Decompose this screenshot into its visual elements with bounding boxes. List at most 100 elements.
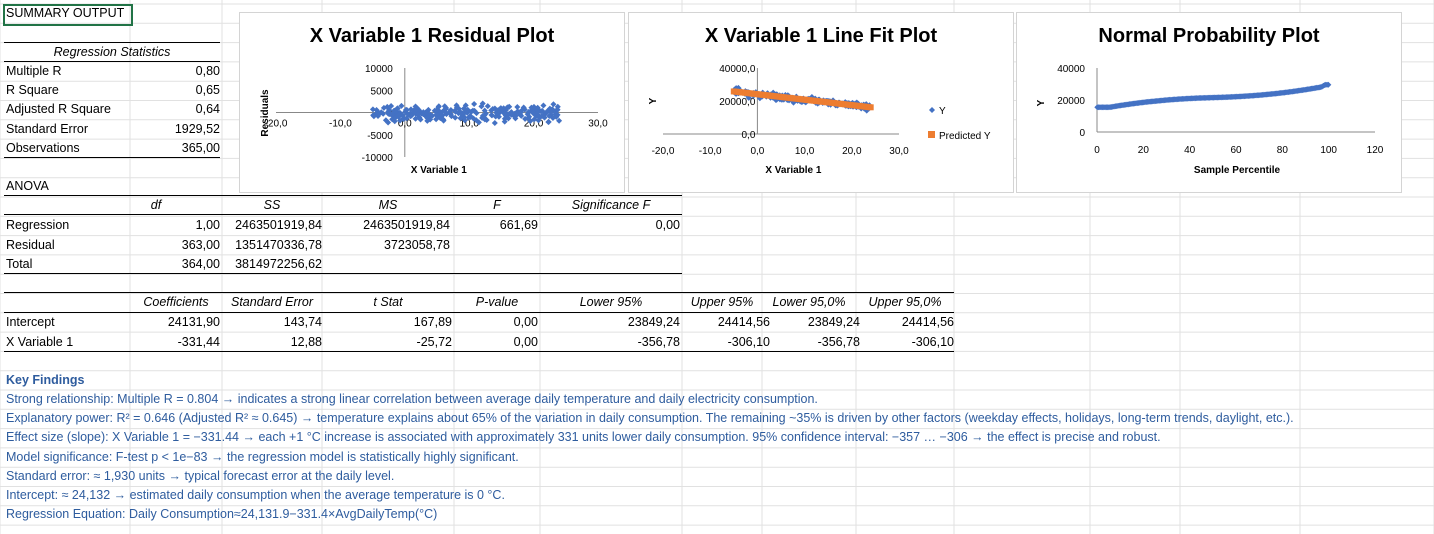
- x-tick-label: 20: [1138, 145, 1150, 156]
- anova-cell[interactable]: 2463501919,84: [363, 218, 450, 232]
- finding-line[interactable]: Explanatory power: R² = 0.646 (Adjusted …: [6, 411, 1294, 426]
- coef-cell[interactable]: 24131,90: [167, 315, 220, 329]
- anova-header-border: [4, 214, 682, 215]
- residual-point: [415, 111, 422, 118]
- residual-plot-title: X Variable 1 Residual Plot: [309, 25, 555, 47]
- coef-cell[interactable]: 167,89: [413, 315, 452, 329]
- coef-cell[interactable]: 23849,24: [807, 315, 860, 329]
- residual-point: [457, 115, 464, 122]
- regstats-header[interactable]: Regression Statistics: [53, 45, 171, 59]
- residual-point: [550, 101, 557, 108]
- coef-header[interactable]: Lower 95%: [579, 295, 643, 309]
- regstat-value[interactable]: 0,65: [195, 83, 220, 98]
- coef-cell[interactable]: 24414,56: [717, 315, 770, 329]
- line-fit-plot-chart[interactable]: X Variable 1 Line Fit Plot 40000,0 20000,…: [628, 12, 1014, 193]
- coef-cell[interactable]: -306,10: [911, 334, 954, 349]
- coef-cell[interactable]: -356,78: [817, 334, 860, 349]
- coef-header[interactable]: t Stat: [373, 295, 403, 309]
- coef-header[interactable]: Standard Error: [231, 295, 313, 309]
- anova-cell[interactable]: 1351470336,78: [235, 237, 322, 252]
- anova-cell[interactable]: 364,00: [181, 257, 220, 271]
- anova-cell[interactable]: 661,69: [499, 218, 538, 232]
- residual-point: [479, 100, 486, 107]
- coef-cell[interactable]: -25,72: [416, 334, 452, 349]
- coef-header[interactable]: Coefficients: [143, 295, 209, 309]
- coef-cell[interactable]: 12,88: [290, 334, 322, 349]
- x-tick-label: 20,0: [524, 119, 544, 130]
- x-tick-label: 40: [1184, 145, 1196, 156]
- anova-cell[interactable]: 3814972256,62: [235, 257, 322, 271]
- residual-point: [514, 108, 521, 115]
- coef-header[interactable]: Upper 95,0%: [868, 295, 942, 309]
- coef-header[interactable]: P-value: [475, 295, 519, 309]
- anova-header[interactable]: SS: [263, 198, 281, 212]
- normal-probability-plot-chart[interactable]: Normal Probability Plot 40000 20000 0 0 20 40…: [1016, 12, 1402, 193]
- residual-point: [484, 103, 491, 110]
- coef-cell[interactable]: 0,00: [513, 315, 538, 329]
- coef-row-label[interactable]: X Variable 1: [6, 334, 74, 349]
- legend-y-label: Y: [939, 106, 946, 117]
- anova-row-label[interactable]: Regression: [6, 218, 70, 232]
- regstat-label[interactable]: Standard Error: [6, 121, 88, 136]
- regstat-value[interactable]: 0,64: [195, 102, 220, 117]
- coef-cell[interactable]: -331,44: [177, 334, 220, 349]
- anova-cell[interactable]: 2463501919,84: [235, 218, 322, 232]
- coef-header-border: [4, 312, 954, 313]
- anova-title[interactable]: ANOVA: [6, 179, 49, 193]
- x-tick-label: 120: [1367, 145, 1384, 156]
- regstat-value[interactable]: 365,00: [181, 140, 220, 155]
- residual-point: [553, 113, 560, 120]
- anova-cell[interactable]: 0,00: [655, 218, 680, 232]
- summary-title[interactable]: SUMMARY OUTPUT: [6, 6, 125, 20]
- finding-line[interactable]: Model significance: F-test p < 1e−83 → t…: [6, 449, 519, 464]
- y-tick-label: 10000: [365, 64, 393, 75]
- residual-point: [395, 112, 402, 119]
- coef-cell[interactable]: 24414,56: [901, 315, 954, 329]
- residual-point: [433, 116, 440, 123]
- coef-cell[interactable]: -306,10: [727, 334, 770, 349]
- coef-header[interactable]: Upper 95%: [690, 295, 754, 309]
- selected-cell-outline[interactable]: [3, 4, 133, 26]
- finding-line[interactable]: Standard error: ≈ 1,930 units → typical …: [6, 468, 395, 483]
- coef-header[interactable]: Lower 95,0%: [772, 295, 846, 309]
- regstat-label[interactable]: Adjusted R Square: [6, 102, 111, 117]
- regstat-value[interactable]: 1929,52: [174, 121, 220, 136]
- anova-top-border: [4, 195, 682, 196]
- findings-title[interactable]: Key Findings: [6, 373, 85, 387]
- coef-cell[interactable]: 0,00: [513, 334, 538, 349]
- coef-cell[interactable]: 23849,24: [627, 315, 680, 329]
- x-tick-label: 20,0: [842, 146, 862, 157]
- residual-plot-chart[interactable]: X Variable 1 Residual Plot 1000050000-50…: [239, 12, 625, 193]
- residual-point: [525, 115, 532, 122]
- x-tick-label: 60: [1230, 145, 1242, 156]
- anova-header[interactable]: F: [493, 198, 501, 212]
- regstat-value[interactable]: 0,80: [195, 64, 220, 78]
- finding-line[interactable]: Effect size (slope): X Variable 1 = −331…: [6, 430, 1161, 445]
- residual-point: [369, 106, 376, 113]
- anova-header[interactable]: MS: [378, 198, 398, 212]
- anova-row-label[interactable]: Residual: [6, 237, 55, 252]
- anova-header[interactable]: Significance F: [571, 198, 651, 212]
- residual-point: [494, 107, 501, 114]
- coef-cell[interactable]: 143,74: [283, 315, 322, 329]
- anova-cell[interactable]: 363,00: [181, 237, 220, 252]
- anova-cell[interactable]: 3723058,78: [383, 237, 450, 252]
- finding-line[interactable]: Regression Equation: Daily Consumption≈2…: [6, 507, 438, 522]
- regstat-label[interactable]: Observations: [6, 140, 80, 155]
- x-axis-label: X Variable 1: [765, 165, 822, 176]
- residual-point: [441, 103, 448, 110]
- coef-cell[interactable]: -356,78: [637, 334, 680, 349]
- residual-point: [556, 117, 563, 124]
- finding-line[interactable]: Intercept: ≈ 24,132 → estimated daily co…: [6, 488, 505, 502]
- y-tick-label: 0: [1079, 128, 1085, 139]
- regstat-label[interactable]: Multiple R: [6, 64, 62, 78]
- residual-point: [399, 112, 406, 119]
- residual-point: [388, 102, 395, 109]
- anova-cell[interactable]: 1,00: [195, 218, 220, 232]
- coef-row-label[interactable]: Intercept: [6, 315, 55, 329]
- anova-header[interactable]: df: [150, 198, 162, 212]
- finding-line[interactable]: Strong relationship: Multiple R = 0.804 …: [6, 392, 818, 406]
- regstat-label[interactable]: R Square: [6, 83, 59, 98]
- anova-row-label[interactable]: Total: [6, 257, 33, 271]
- legend-predicted-marker: [928, 131, 935, 138]
